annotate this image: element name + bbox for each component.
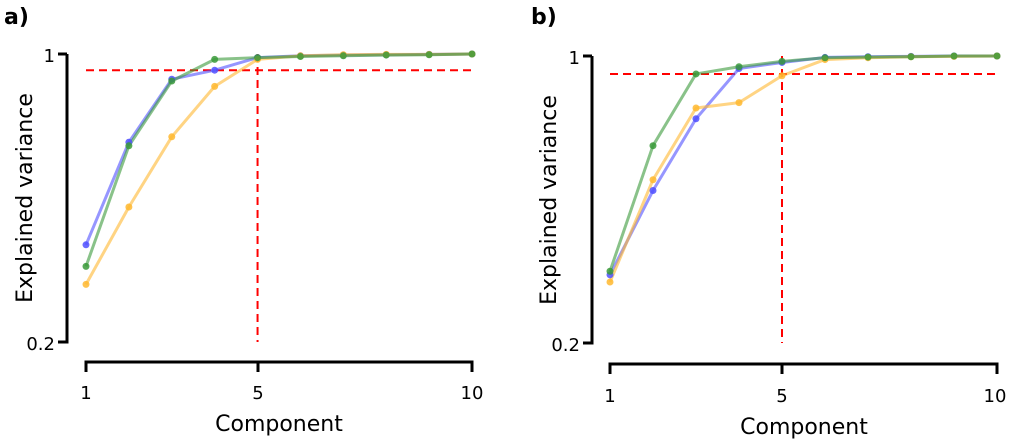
panel-b-series-orange-point-4: [735, 99, 743, 107]
panel-b-series-green-point-2: [649, 142, 657, 150]
panel-a: a) 1 0.2 1 5 10 Component Explained vari…: [4, 5, 483, 437]
panel-b-y-axis: [583, 56, 594, 345]
panel-a-x-axis-title: Component: [215, 412, 343, 437]
panel-b-x-axis: [608, 362, 999, 374]
panel-a-series-green-line: [84, 52, 473, 267]
panel-b-series-green-point-10: [993, 52, 1001, 60]
panel-a-xtick-label-1: 1: [80, 383, 91, 404]
panel-b-series-green-point-5: [778, 57, 786, 65]
panel-a-series-green-point-2: [125, 142, 133, 150]
panel-a-xtick-label-10: 10: [461, 383, 484, 404]
panel-b-series-orange-point-1: [606, 278, 614, 286]
panel-a-xtick-label-5: 5: [252, 383, 263, 404]
panel-b-series-orange-point-5: [778, 72, 786, 80]
panel-b-series-green-point-8: [907, 53, 915, 61]
panel-a-series-green-point-9: [425, 51, 433, 59]
panel-b-series-green-point-9: [950, 52, 958, 60]
panel-a-label: a): [4, 5, 29, 30]
panel-b-xtick-label-5: 5: [776, 386, 787, 407]
panel-a-series-orange-point-2: [125, 203, 133, 211]
panel-b-ytick-label-top: 1: [569, 48, 580, 69]
panel-a-ytick-label-bottom: 0.2: [26, 334, 55, 355]
panel-b-label: b): [531, 5, 557, 30]
panel-b-y-axis-title: Explained variance: [537, 95, 562, 305]
panel-b-series-green-point-1: [606, 267, 614, 275]
panel-a-series-orange-point-4: [211, 82, 219, 90]
panel-a-series-green-point-1: [82, 262, 90, 270]
panel-a-ytick-label-top: 1: [44, 46, 55, 67]
panel-b-xtick-label-10: 10: [984, 386, 1007, 407]
panel-a-y-axis: [58, 54, 69, 344]
panel-b-xtick-label-1: 1: [604, 386, 615, 407]
panel-a-series-orange-point-3: [168, 133, 176, 141]
panel-a-series-green-point-10: [468, 50, 476, 58]
panel-a-series-orange-line: [84, 52, 473, 286]
panel-a-series-green-point-8: [382, 51, 390, 59]
panel-b-series-green-line: [608, 54, 997, 272]
panel-a-series-green-point-4: [211, 55, 219, 63]
panel-b-series-green-point-7: [864, 53, 872, 61]
panel-a-y-axis-title: Explained variance: [13, 93, 38, 303]
panel-b-series-green-point-3: [692, 70, 700, 78]
panel-b-series-blue-point-2: [649, 187, 657, 195]
panel-a-x-axis: [84, 360, 474, 372]
panel-b-ytick-label-bottom: 0.2: [551, 335, 580, 356]
panel-b-series-green-point-4: [735, 63, 743, 71]
panel-a-series-green-point-3: [168, 77, 176, 85]
panel-a-series-green-point-5: [254, 54, 262, 62]
panel-b-series-blue-line: [608, 54, 997, 276]
panel-a-series-green-point-6: [296, 53, 304, 61]
panel-b-series-orange-point-3: [692, 104, 700, 112]
panel-b-series-orange-line: [608, 54, 998, 283]
panel-a-series-blue-point-4: [211, 66, 219, 74]
panel-b-series-green-point-6: [821, 54, 829, 62]
panel-a-series-blue-point-1: [82, 241, 90, 249]
panel-b-series-blue-point-3: [692, 115, 700, 123]
panel-b-series-orange-point-2: [649, 176, 657, 184]
panel-a-series-blue-line: [84, 52, 473, 246]
panel-a-series-orange-point-1: [82, 280, 90, 288]
panel-b: b) 1 0.2 1 5 10 Component Explained vari…: [531, 5, 1006, 440]
panel-b-x-axis-title: Component: [740, 415, 868, 440]
panel-a-series-green-point-7: [339, 52, 347, 60]
